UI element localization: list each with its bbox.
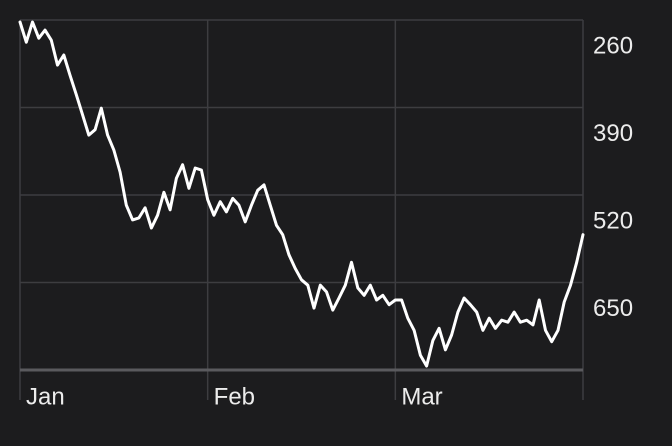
x-tick-label: Jan bbox=[26, 383, 65, 410]
y-tick-label: 390 bbox=[593, 120, 633, 147]
y-tick-label: 650 bbox=[593, 295, 633, 322]
x-tick-label: Feb bbox=[214, 383, 255, 410]
x-tick-label: Mar bbox=[401, 383, 442, 410]
y-tick-label: 520 bbox=[593, 207, 633, 234]
y-tick-label: 260 bbox=[593, 32, 633, 59]
price-line bbox=[18, 20, 585, 368]
